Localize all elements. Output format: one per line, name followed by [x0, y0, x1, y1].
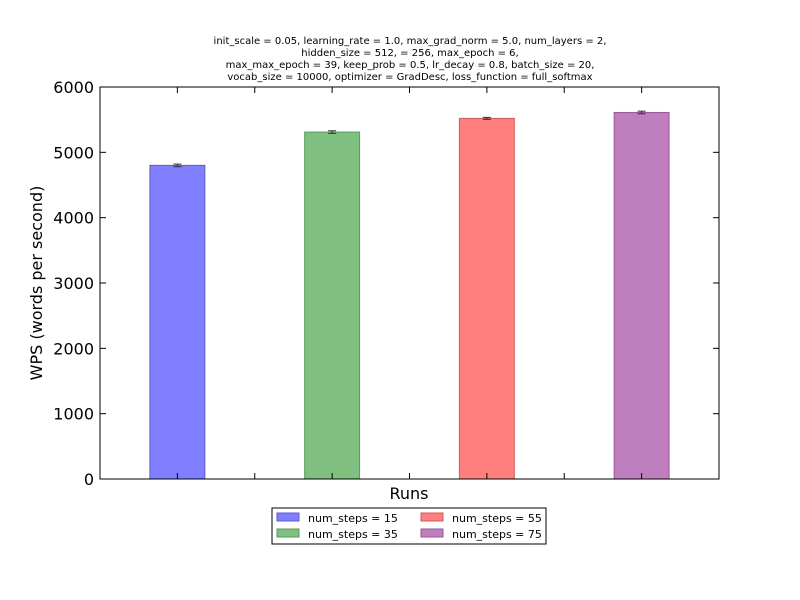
y-tick-label: 5000: [53, 143, 94, 162]
bars: [149, 111, 670, 480]
title-line-4: vocab_size = 10000, optimizer = GradDesc…: [227, 72, 592, 83]
bar-3: [458, 117, 515, 480]
x-axis-label: Runs: [389, 484, 428, 503]
legend-swatch-4: [420, 528, 444, 538]
legend-swatch-1: [276, 512, 300, 522]
y-axis-label: WPS (words per second): [27, 186, 46, 381]
legend-label-3: num_steps = 55: [452, 512, 542, 525]
bar-4: [613, 111, 670, 480]
legend-items: num_steps = 15 num_steps = 35 num_steps = …: [276, 512, 542, 541]
y-tick-label: 4000: [53, 209, 94, 228]
legend-label-4: num_steps = 75: [452, 528, 542, 541]
legend-label-1: num_steps = 15: [308, 512, 398, 525]
title-line-1: init_scale = 0.05, learning_rate = 1.0, …: [214, 36, 607, 47]
y-tick-label: 0: [84, 470, 94, 489]
legend-label-2: num_steps = 35: [308, 528, 398, 541]
title-line-2: hidden_size = 512, = 256, max_epoch = 6,: [301, 48, 518, 59]
legend-swatch-2: [276, 528, 300, 538]
plot-frame: [99, 86, 720, 480]
bar-1: [149, 164, 206, 480]
title-line-3: max_max_epoch = 39, keep_prob = 0.5, lr_…: [226, 60, 595, 71]
y-tick-labels: 0 1000 2000 3000 4000 5000 6000: [53, 78, 94, 489]
y-tick-label: 3000: [53, 274, 94, 293]
y-tick-label: 1000: [53, 405, 94, 424]
chart-title: init_scale = 0.05, learning_rate = 1.0, …: [214, 36, 607, 83]
error-bars: [173, 110, 646, 168]
y-tick-label: 6000: [53, 78, 94, 97]
legend: num_steps = 15 num_steps = 35 num_steps = …: [271, 507, 547, 545]
y-tick-label: 2000: [53, 339, 94, 358]
legend-frame: [271, 507, 547, 545]
legend-swatch-3: [420, 512, 444, 522]
bar-2: [304, 131, 361, 480]
